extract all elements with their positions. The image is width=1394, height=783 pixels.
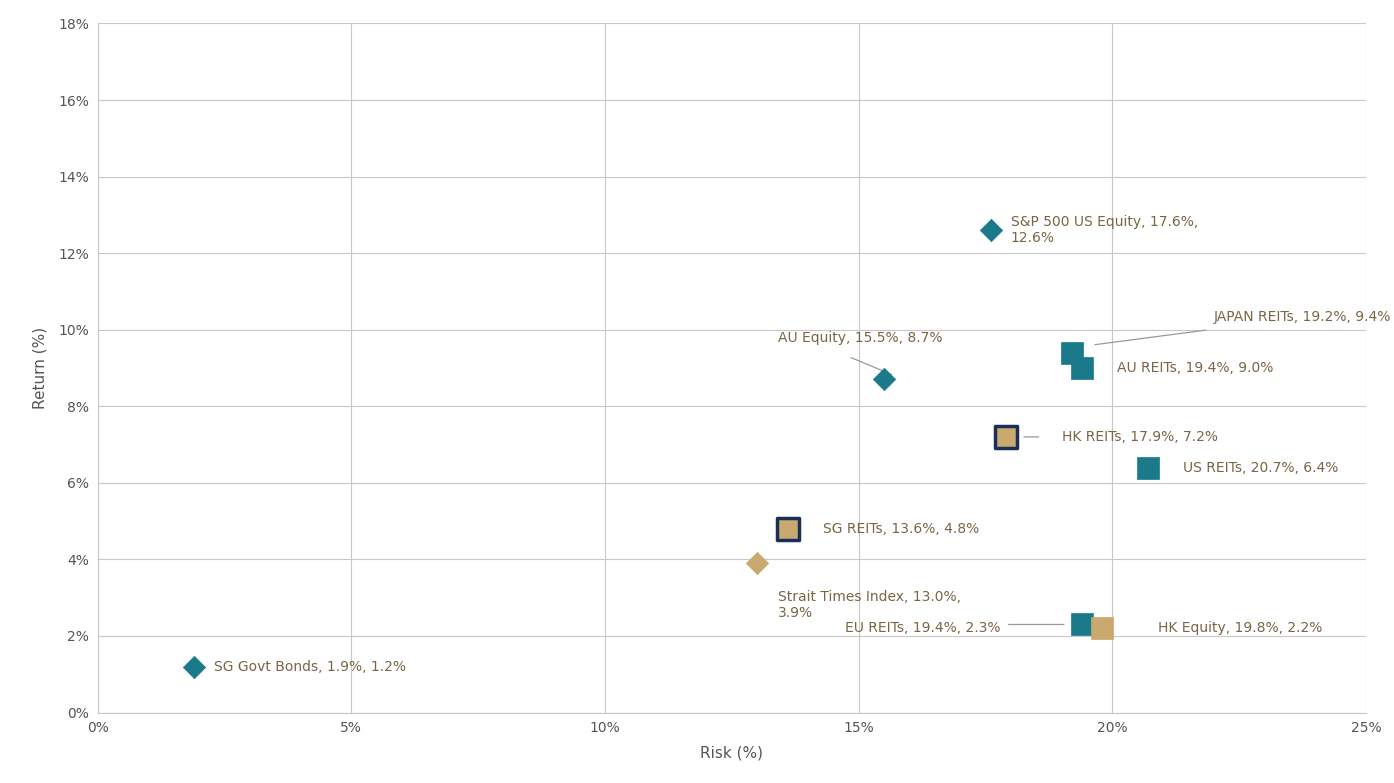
- X-axis label: Risk (%): Risk (%): [700, 746, 764, 761]
- Text: SG Govt Bonds, 1.9%, 1.2%: SG Govt Bonds, 1.9%, 1.2%: [215, 659, 406, 673]
- Text: S&P 500 US Equity, 17.6%,
12.6%: S&P 500 US Equity, 17.6%, 12.6%: [1011, 215, 1199, 245]
- Point: [746, 557, 768, 569]
- Point: [1061, 346, 1083, 359]
- Text: HK Equity, 19.8%, 2.2%: HK Equity, 19.8%, 2.2%: [1158, 622, 1323, 635]
- Text: JAPAN REITs, 19.2%, 9.4%: JAPAN REITs, 19.2%, 9.4%: [1214, 310, 1391, 324]
- Text: US REITs, 20.7%, 6.4%: US REITs, 20.7%, 6.4%: [1184, 460, 1338, 474]
- Point: [995, 431, 1018, 443]
- Point: [873, 373, 895, 386]
- Text: AU REITs, 19.4%, 9.0%: AU REITs, 19.4%, 9.0%: [1118, 361, 1274, 375]
- Point: [1071, 619, 1093, 631]
- Point: [1092, 622, 1114, 634]
- Y-axis label: Return (%): Return (%): [32, 327, 47, 409]
- Point: [1136, 461, 1158, 474]
- Point: [776, 522, 799, 535]
- Text: EU REITs, 19.4%, 2.3%: EU REITs, 19.4%, 2.3%: [845, 622, 1001, 635]
- Text: SG REITs, 13.6%, 4.8%: SG REITs, 13.6%, 4.8%: [824, 521, 980, 536]
- Text: HK REITs, 17.9%, 7.2%: HK REITs, 17.9%, 7.2%: [1062, 430, 1218, 444]
- Point: [980, 224, 1002, 236]
- Point: [1071, 362, 1093, 374]
- Point: [183, 660, 205, 673]
- Text: Strait Times Index, 13.0%,
3.9%: Strait Times Index, 13.0%, 3.9%: [778, 590, 960, 620]
- Text: AU Equity, 15.5%, 8.7%: AU Equity, 15.5%, 8.7%: [778, 331, 942, 345]
